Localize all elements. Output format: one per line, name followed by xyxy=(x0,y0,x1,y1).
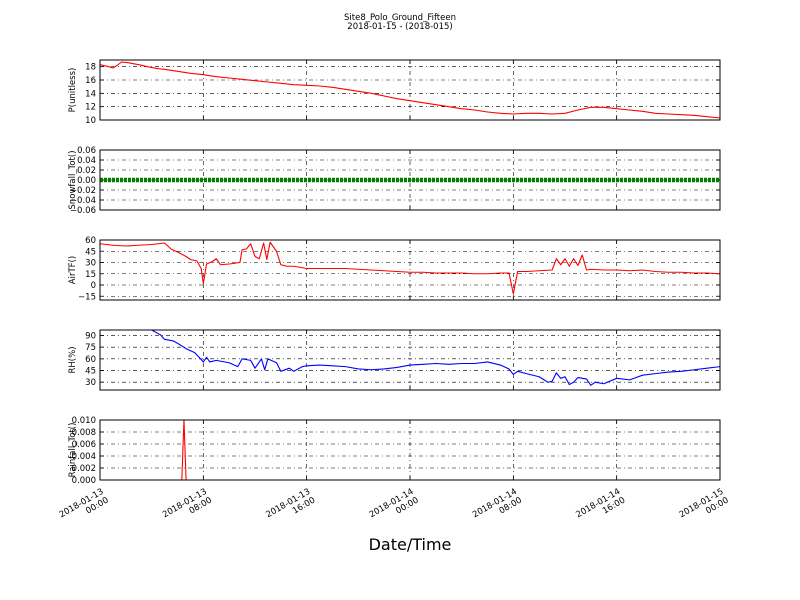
y-tick-label: 75 xyxy=(85,343,96,353)
panel-1: 10 12 14 16 18 P(unitless) xyxy=(68,59,721,126)
y-tick-label: 90 xyxy=(85,331,96,341)
y-tick-label: 60 xyxy=(85,236,96,246)
series-line xyxy=(100,61,720,119)
y-tick-label: 0.006 xyxy=(72,440,96,450)
series-line xyxy=(151,330,720,386)
plot-frame xyxy=(99,419,721,481)
y-tick-label: 0.000 xyxy=(72,476,96,486)
y-tick-label: 60 xyxy=(85,355,96,365)
y-tick-label: −15 xyxy=(78,292,96,302)
y-tick-label: 0.02 xyxy=(77,166,96,176)
panel-2: −0.06−0.04−0.020.000.020.040.06Snowfall_… xyxy=(68,146,721,216)
y-tick-label: −0.06 xyxy=(70,206,96,216)
plot-frame xyxy=(99,59,721,121)
y-tick-label: 14 xyxy=(85,89,96,99)
panel-5: 0.000 0.002 0.004 0.006 0.008 0.010Rainfall_T… xyxy=(68,416,721,486)
y-tick-label: 10 xyxy=(85,116,96,126)
y-axis-label: Snowfall_Tot() xyxy=(68,150,78,209)
x-axis-label: Date/Time xyxy=(369,535,452,554)
y-tick-label: 18 xyxy=(85,63,96,73)
y-tick-label: 15 xyxy=(85,270,96,280)
y-axis-label: AirTF() xyxy=(68,256,78,284)
y-tick-label: 45 xyxy=(85,367,96,377)
y-tick-label: 0.00 xyxy=(77,176,96,186)
y-tick-label: 0.06 xyxy=(77,146,96,156)
y-tick-label: 0.008 xyxy=(72,428,96,438)
series-line xyxy=(100,241,720,295)
y-tick-label: 16 xyxy=(85,76,96,86)
panels: 1012141618P(unitless)−0.06−0.04−0.020.00… xyxy=(68,59,721,486)
y-tick-label: 0.002 xyxy=(72,464,96,474)
plot-frame xyxy=(99,239,721,301)
y-axis-label: RH(%) xyxy=(68,346,78,373)
y-tick-label: 0.004 xyxy=(72,452,96,462)
y-tick-label: 30 xyxy=(85,259,96,269)
plot-frame xyxy=(99,149,721,211)
chart-title: Site8_Polo_Ground_Fifteen xyxy=(344,13,456,23)
chart-subtitle: 2018-01-15 - (2018-015) xyxy=(347,22,452,32)
y-tick-label: 12 xyxy=(85,103,96,113)
plot-frame xyxy=(99,329,721,391)
y-tick-label: 0 xyxy=(91,281,96,291)
y-tick-label: −0.02 xyxy=(70,186,96,196)
y-tick-label: 30 xyxy=(85,378,96,388)
y-tick-label: 0.04 xyxy=(77,156,96,166)
y-tick-label: 45 xyxy=(85,247,96,257)
y-axis-label: Rainfall_Tot() xyxy=(68,423,78,478)
y-tick-label: −0.04 xyxy=(70,196,96,206)
y-axis-label: P(unitless) xyxy=(68,68,78,113)
y-tick-label: 0.010 xyxy=(72,416,96,426)
